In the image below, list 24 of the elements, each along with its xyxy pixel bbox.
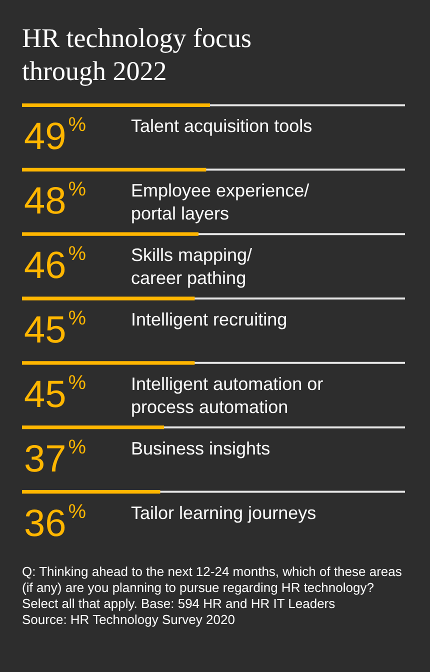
y-tick-label: Skills mapping/ career pathing [131, 245, 252, 288]
data-label: 36% [24, 500, 86, 545]
y-tick-label: Business insights [131, 438, 270, 458]
data-label: 45% [24, 308, 86, 352]
text: Q: Thinking ahead to the next 12-24 months, which of these areas (if any) are you planning to pursue regarding HR technology? Select all that apply. Base: 594 HR and HR IT Leaders [22, 564, 403, 612]
bar [22, 232, 199, 236]
bar [22, 490, 160, 494]
y-tick-label: Intelligent automation or process automation [131, 374, 324, 417]
data-label: 49% [24, 114, 86, 158]
bar [22, 361, 195, 365]
bar [22, 168, 206, 172]
y-tick-label: Intelligent recruiting [131, 310, 288, 330]
y-tick-label: Talent acquisition tools [131, 116, 312, 136]
data-label: 46% [24, 243, 86, 288]
source-note: Source: HR Technology Survey 2020 [22, 612, 236, 628]
data-label: 45% [24, 372, 86, 416]
y-tick-label: Employee experience/ portal layers [131, 180, 310, 224]
data-label: 37% [24, 436, 86, 480]
bar [22, 103, 210, 108]
bar [22, 426, 164, 430]
y-tick-label: Tailor learning journeys [131, 502, 316, 523]
bar [22, 296, 195, 300]
data-label: 48% [24, 178, 86, 223]
chart-title: HR technology focus through 2022 [22, 22, 252, 88]
